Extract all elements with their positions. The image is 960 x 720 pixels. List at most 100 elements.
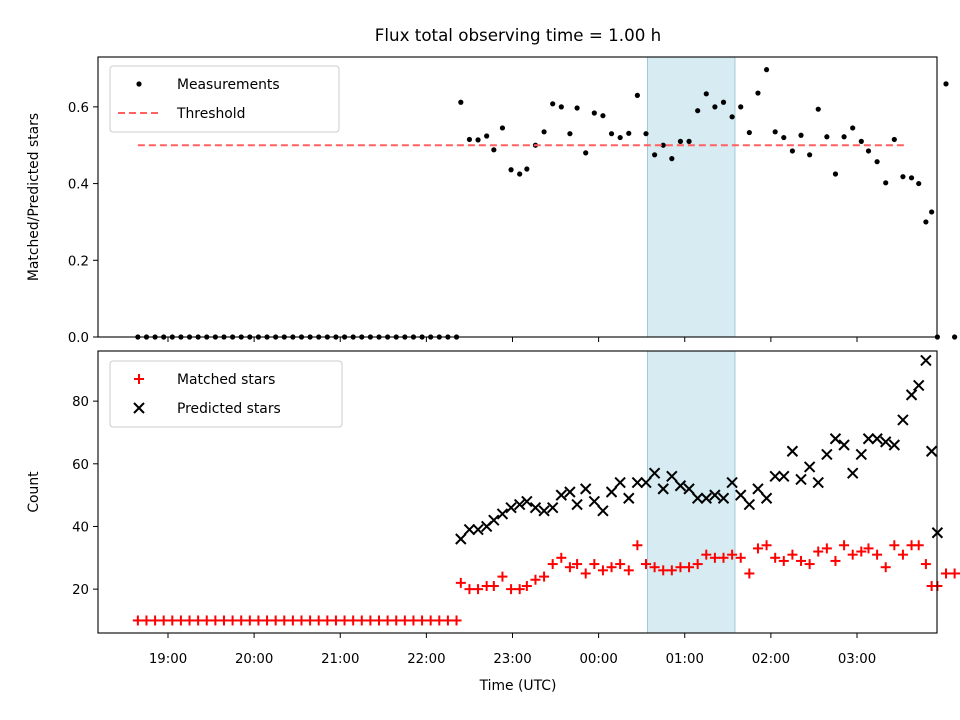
measurements-point-64 <box>677 138 684 144</box>
measurements-point-39 <box>466 136 473 143</box>
predicted-stars-point-6 <box>505 501 517 514</box>
predicted-stars-point-1 <box>463 523 476 536</box>
legend: Matched stars Predicted stars <box>109 360 343 428</box>
matched-stars-point-59 <box>632 540 643 551</box>
predicted-stars-point-21 <box>631 476 644 489</box>
x-tick-label-8: 03:00 <box>838 652 876 667</box>
measurements-point-94 <box>929 209 935 215</box>
measurements-point-82 <box>832 171 839 177</box>
predicted-stars-point-36 <box>760 492 773 504</box>
measurements-point-59 <box>634 92 640 98</box>
predicted-stars-point-38-b <box>778 470 790 483</box>
matched-stars-point-45 <box>514 584 525 595</box>
matched-stars-point-97 <box>949 568 960 579</box>
predicted-stars-point-14 <box>571 498 583 511</box>
predicted-stars-point-37-b <box>769 470 781 483</box>
matched-stars-point-78 <box>796 555 807 566</box>
matched-stars-point-9 <box>210 615 221 626</box>
predicted-stars-point-43-b <box>821 448 833 461</box>
predicted-stars-point-19-b <box>614 476 626 489</box>
predicted-stars-point-14-b <box>571 498 583 511</box>
measurements-point-67 <box>703 91 709 97</box>
predicted-stars-point-26-b <box>674 480 687 492</box>
measurements-point-65 <box>686 138 692 144</box>
predicted-stars-point-41-b <box>803 461 816 473</box>
predicted-stars-point-23-b <box>648 467 661 479</box>
measurements-point-78 <box>798 132 804 138</box>
matched-stars-point-33 <box>417 615 428 626</box>
matched-stars-point-66 <box>692 559 703 570</box>
matched-stars-point-74 <box>761 540 772 551</box>
matched-stars-point-65 <box>684 562 695 573</box>
y-tick-label-0: 0.0 <box>68 331 89 346</box>
matched-stars-point-7 <box>193 615 204 626</box>
measurements-point-51 <box>567 131 573 137</box>
measurements-point-45 <box>517 171 523 177</box>
matched-stars-point-68 <box>709 552 720 563</box>
matched-stars-point-83 <box>839 540 850 551</box>
predicted-stars-point-19 <box>614 476 626 489</box>
predicted-stars-point-4 <box>488 514 500 526</box>
matched-stars-point-82 <box>830 555 841 566</box>
predicted-stars-point-42-b <box>812 476 824 489</box>
predicted-stars-point-48-b <box>862 433 875 445</box>
matched-stars-point-18 <box>287 615 298 626</box>
predicted-stars-point-12 <box>555 489 568 501</box>
matched-stars-point-93 <box>920 559 931 570</box>
measurements-point-93 <box>923 219 929 225</box>
matched-stars-point-38 <box>455 577 466 588</box>
predicted-stars-point-40 <box>795 473 807 486</box>
matched-stars-point-37 <box>451 615 462 626</box>
matched-stars-point-22 <box>322 615 333 626</box>
matched-stars-point-88 <box>880 562 891 573</box>
matched-stars-point-84 <box>847 549 858 560</box>
predicted-stars-point-47-b <box>855 448 868 461</box>
matched-stars-point-35 <box>434 615 445 626</box>
legend-label-measurements: Measurements <box>177 77 280 93</box>
predicted-stars-point-20 <box>623 492 635 504</box>
measurements-point-40 <box>475 137 481 143</box>
predicted-stars-point-56-b <box>925 445 938 457</box>
measurements-point-61 <box>652 152 658 158</box>
predicted-stars-point-16-b <box>588 495 601 508</box>
matched-stars-point-50 <box>556 552 567 563</box>
predicted-stars-point-46-b <box>846 467 859 479</box>
matched-stars-point-81 <box>821 543 832 554</box>
matched-stars-point-55 <box>597 565 608 576</box>
matched-stars-point-10 <box>218 615 229 626</box>
matched-stars-point-57 <box>615 559 626 570</box>
predicted-stars-point-2 <box>472 523 484 536</box>
predicted-stars-point-32 <box>726 476 738 489</box>
matched-stars-point-30 <box>391 615 402 626</box>
matched-stars-point-31 <box>399 615 410 626</box>
measurements-point-53 <box>583 150 589 156</box>
predicted-stars-point-31-b <box>717 492 730 504</box>
series-predicted-stars <box>455 354 944 545</box>
measurements-point-71 <box>738 104 744 110</box>
predicted-stars-point-51 <box>888 439 901 451</box>
measurements-point-80 <box>815 106 821 112</box>
predicted-stars-point-55 <box>920 354 932 367</box>
predicted-stars-point-24-b <box>657 483 669 495</box>
predicted-stars-point-54 <box>913 379 925 392</box>
matched-stars-point-46 <box>521 581 532 591</box>
matched-stars-point-44 <box>506 584 517 595</box>
matched-stars-point-43 <box>497 571 508 582</box>
matched-stars-point-39 <box>464 584 475 595</box>
predicted-stars-point-15-b <box>579 483 592 495</box>
predicted-stars-point-42 <box>812 476 824 489</box>
predicted-stars-point-52 <box>897 414 909 426</box>
predicted-stars-point-51-b <box>888 439 901 451</box>
predicted-stars-point-25 <box>666 470 678 483</box>
predicted-stars-point-29 <box>700 492 712 504</box>
predicted-stars-point-53 <box>905 389 918 401</box>
matched-stars-point-5 <box>175 615 186 626</box>
matched-stars-point-58 <box>623 565 634 576</box>
predicted-stars-point-39-b <box>786 445 799 457</box>
x-tick-label-0: 19:00 <box>149 652 187 667</box>
measurements-point-58 <box>626 130 632 136</box>
matched-stars-point-86 <box>863 543 874 554</box>
predicted-stars-point-50 <box>880 436 892 448</box>
predicted-stars-point-11-b <box>546 501 559 514</box>
